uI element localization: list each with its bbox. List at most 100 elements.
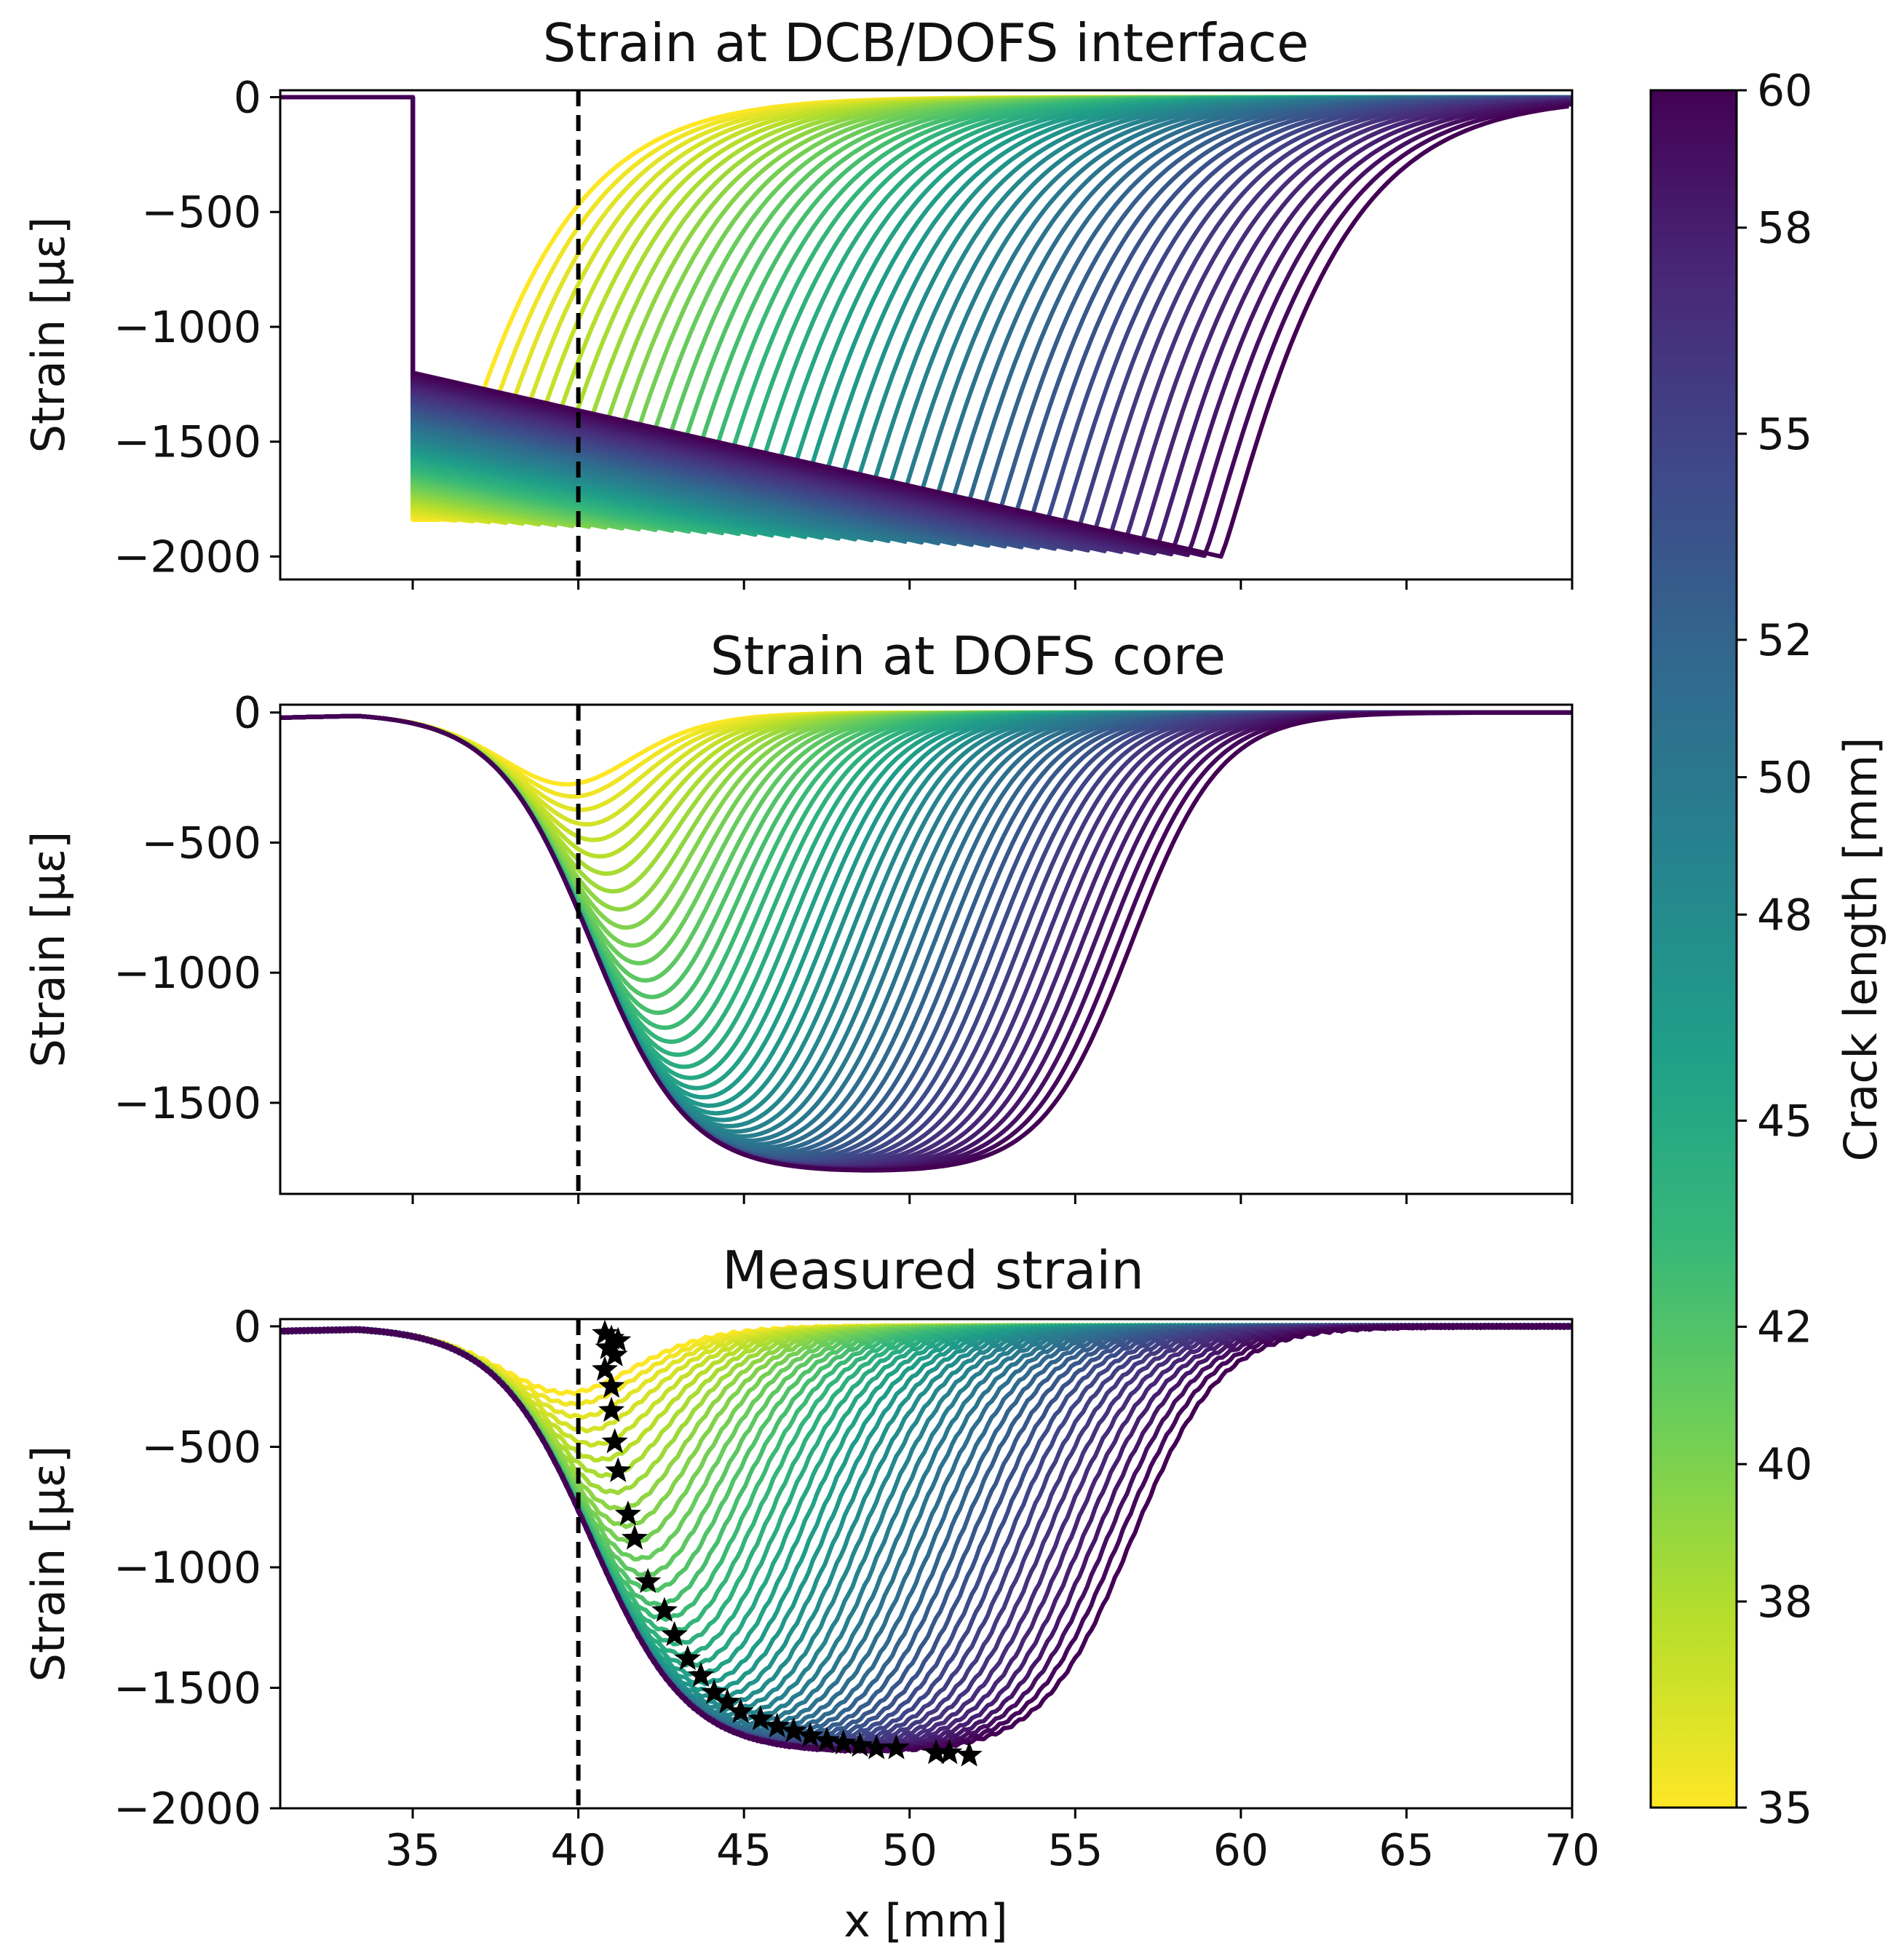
y-tick-label: −1500 (114, 1663, 261, 1714)
x-tick-label: 55 (1047, 1825, 1103, 1876)
y-ticks: 0 −500 −1000 −1500 −2000 (114, 1302, 280, 1835)
star-marker (763, 1712, 790, 1738)
star-marker (605, 1326, 632, 1353)
star-marker (621, 1524, 648, 1550)
panel-title: Strain at DCB/DOFS interface (543, 12, 1309, 74)
star-marker (780, 1717, 807, 1743)
star-marker (687, 1661, 715, 1687)
panel-core: Strain at DOFS core 0 −500 −1000 −1500 Stra… (22, 625, 1574, 1204)
y-tick-label: 0 (234, 688, 261, 739)
y-tick-label: −500 (141, 1422, 261, 1473)
y-axis-label: Strain [με] (22, 831, 75, 1068)
x-ticks: 35 40 45 50 55 60 65 70 (385, 1808, 1600, 1876)
star-marker (595, 1334, 622, 1360)
colorbar-tick-label: 48 (1757, 890, 1812, 941)
star-marker (797, 1722, 824, 1748)
star-marker (592, 1356, 619, 1381)
series-line (280, 710, 1572, 1128)
x-tick-label: 60 (1213, 1825, 1269, 1876)
plot-frame (279, 89, 1574, 581)
colorbar-gradient (1649, 89, 1738, 1809)
x-ticks (411, 1194, 1574, 1204)
star-marker (601, 1341, 628, 1366)
colorbar-tick-label: 58 (1757, 203, 1812, 254)
series-group (280, 1323, 1572, 1754)
y-tick-label: −1000 (114, 948, 261, 999)
series-line (280, 95, 1572, 556)
series-line (280, 95, 1569, 559)
y-tick-label: −1000 (114, 302, 261, 353)
y-tick-label: −2000 (114, 1784, 261, 1835)
x-tick-label: 40 (550, 1825, 606, 1876)
y-axis-label: Strain [με] (22, 1446, 75, 1682)
colorbar: 35 38 40 42 45 48 50 52 55 58 60 Crack length [mm] (1649, 66, 1887, 1834)
y-ticks: 0 −500 −1000 −1500 (114, 688, 280, 1129)
star-marker (701, 1679, 728, 1704)
star-marker (846, 1731, 873, 1757)
panel-title: Measured strain (722, 1240, 1144, 1301)
colorbar-tick-label: 42 (1757, 1302, 1812, 1353)
y-axis-label: Strain [με] (22, 217, 75, 454)
x-tick-label: 65 (1379, 1825, 1434, 1876)
colorbar-tick-label: 38 (1757, 1577, 1812, 1628)
star-marker (598, 1396, 625, 1422)
series-line (280, 1323, 1572, 1733)
star-marker (727, 1698, 754, 1723)
panel-measured: Measured strain 0 −500 −1000 −1500 −2000 35 4… (22, 1240, 1600, 1947)
series-group (280, 710, 1572, 1173)
series-group (280, 95, 1572, 559)
colorbar-tick-label: 40 (1757, 1439, 1812, 1490)
star-marker (674, 1645, 701, 1671)
colorbar-tick-label: 60 (1757, 66, 1812, 116)
y-tick-label: −500 (141, 187, 261, 238)
series-line (280, 1323, 1572, 1713)
star-marker (605, 1457, 632, 1482)
star-marker (601, 1428, 628, 1454)
star-marker (614, 1500, 641, 1526)
star-marker (714, 1688, 741, 1714)
colorbar-tick-label: 50 (1757, 753, 1812, 804)
star-marker (598, 1372, 625, 1398)
y-tick-label: −1000 (114, 1543, 261, 1594)
y-ticks: 0 −500 −1000 −1500 −2000 (114, 72, 280, 582)
star-marker (883, 1734, 910, 1760)
colorbar-tick-label: 35 (1757, 1783, 1812, 1834)
colorbar-ticks: 35 38 40 42 45 48 50 52 55 58 60 (1737, 66, 1812, 1834)
series-line (280, 710, 1572, 1173)
star-marker (923, 1738, 950, 1765)
star-marker (635, 1567, 662, 1594)
y-tick-label: −1500 (114, 417, 261, 468)
star-marker (936, 1738, 963, 1765)
star-marker (651, 1596, 678, 1622)
colorbar-tick-label: 55 (1757, 409, 1812, 460)
panel-title: Strain at DOFS core (710, 625, 1226, 686)
series-line (280, 1323, 1572, 1608)
x-tick-label: 45 (716, 1825, 771, 1876)
x-ticks (411, 579, 1574, 590)
series-line (280, 95, 1571, 558)
star-marker (863, 1734, 890, 1760)
colorbar-tick-label: 45 (1757, 1096, 1812, 1147)
y-tick-label: −2000 (114, 531, 261, 582)
star-marker (661, 1620, 688, 1646)
star-marker (592, 1319, 619, 1345)
y-tick-label: −500 (141, 818, 261, 868)
plot-frame (279, 703, 1574, 1195)
colorbar-tick-label: 52 (1757, 615, 1812, 666)
markers-group (592, 1319, 983, 1767)
plot-frame (279, 1318, 1574, 1810)
series-line (280, 710, 1572, 1123)
star-marker (956, 1741, 983, 1767)
x-tick-label: 70 (1544, 1825, 1600, 1876)
star-marker (813, 1727, 840, 1752)
star-marker (830, 1729, 857, 1754)
series-line (280, 95, 1569, 557)
y-tick-label: −1500 (114, 1078, 261, 1129)
y-tick-label: 0 (234, 72, 261, 123)
y-tick-label: 0 (234, 1302, 261, 1353)
series-line (280, 95, 1572, 558)
series-line (280, 1323, 1572, 1707)
x-tick-label: 50 (882, 1825, 937, 1876)
colorbar-label: Crack length [mm] (1834, 737, 1887, 1162)
